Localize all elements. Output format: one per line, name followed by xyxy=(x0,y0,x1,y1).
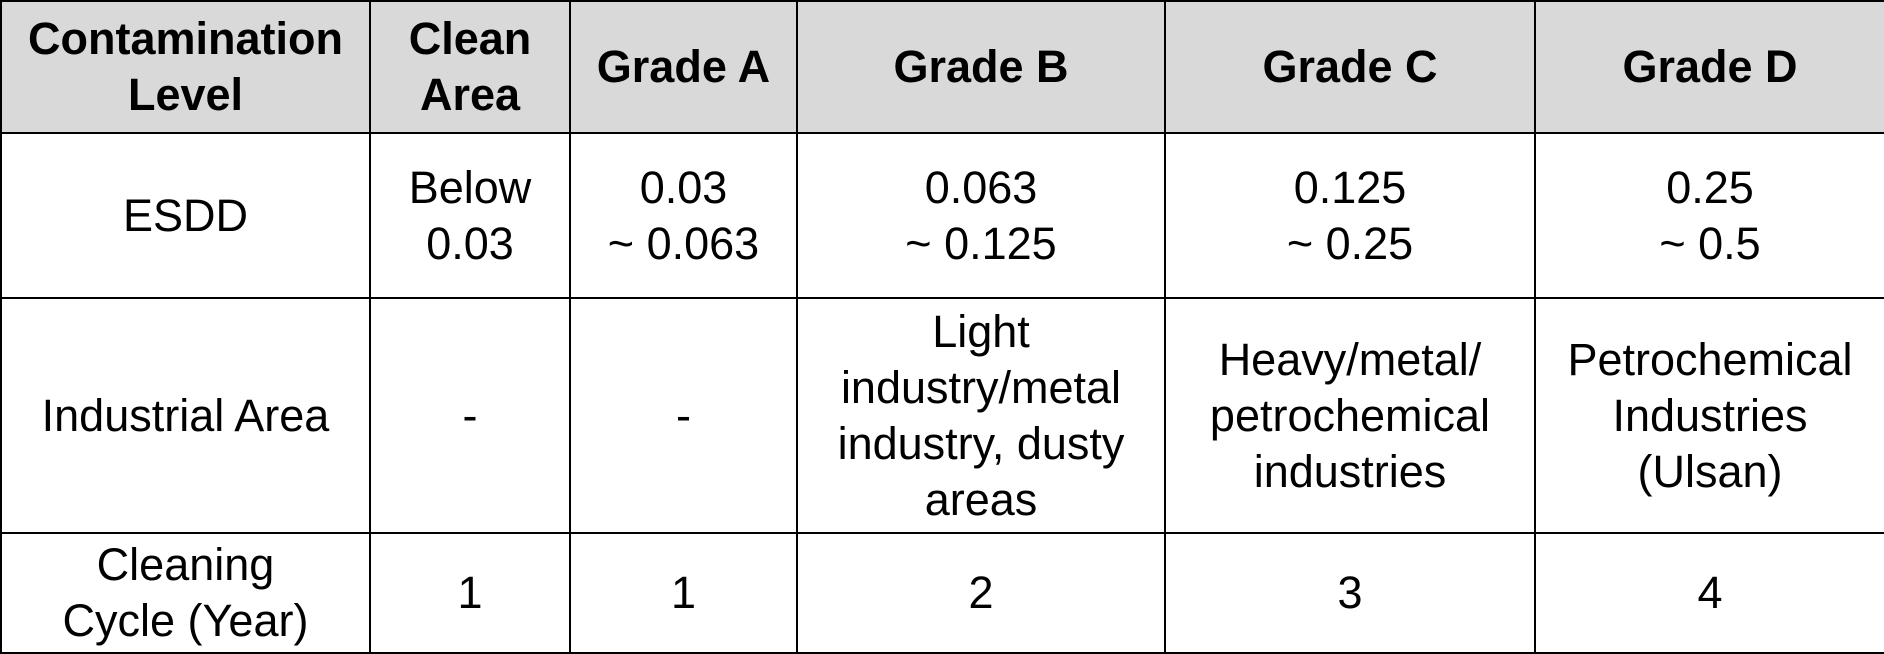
row-label-industrial-area: Industrial Area xyxy=(0,297,371,534)
table-cell: 0.063 ~ 0.125 xyxy=(796,132,1166,299)
table-cell: 0.125 ~ 0.25 xyxy=(1164,132,1536,299)
table-cell: Light industry/metal industry, dusty are… xyxy=(796,297,1166,534)
header-contamination-level: Contamination Level xyxy=(0,0,371,134)
table-cell: Below 0.03 xyxy=(369,132,571,299)
table-cell: - xyxy=(369,297,571,534)
row-label-cleaning-cycle: Cleaning Cycle (Year) xyxy=(0,532,371,654)
table-cell: Heavy/metal/ petrochemical industries xyxy=(1164,297,1536,534)
table-row-esdd: ESDD Below 0.03 0.03 ~ 0.063 0.063 ~ 0.1… xyxy=(0,132,1884,299)
header-grade-a: Grade A xyxy=(569,0,798,134)
header-grade-b: Grade B xyxy=(796,0,1166,134)
header-clean-area: Clean Area xyxy=(369,0,571,134)
table-cell: Petrochemical Industries (Ulsan) xyxy=(1534,297,1884,534)
table-row-cleaning-cycle: Cleaning Cycle (Year) 1 1 2 3 4 xyxy=(0,532,1884,654)
row-label-esdd: ESDD xyxy=(0,132,371,299)
header-grade-d: Grade D xyxy=(1534,0,1884,134)
table-cell: - xyxy=(569,297,798,534)
table-cell: 1 xyxy=(569,532,798,654)
table-cell: 1 xyxy=(369,532,571,654)
table-cell: 4 xyxy=(1534,532,1884,654)
table-cell: 2 xyxy=(796,532,1166,654)
table-row-industrial-area: Industrial Area - - Light industry/metal… xyxy=(0,297,1884,534)
table-cell: 3 xyxy=(1164,532,1536,654)
header-grade-c: Grade C xyxy=(1164,0,1536,134)
table-cell: 0.25 ~ 0.5 xyxy=(1534,132,1884,299)
table-cell: 0.03 ~ 0.063 xyxy=(569,132,798,299)
header-row: Contamination Level Clean Area Grade A G… xyxy=(0,0,1884,134)
